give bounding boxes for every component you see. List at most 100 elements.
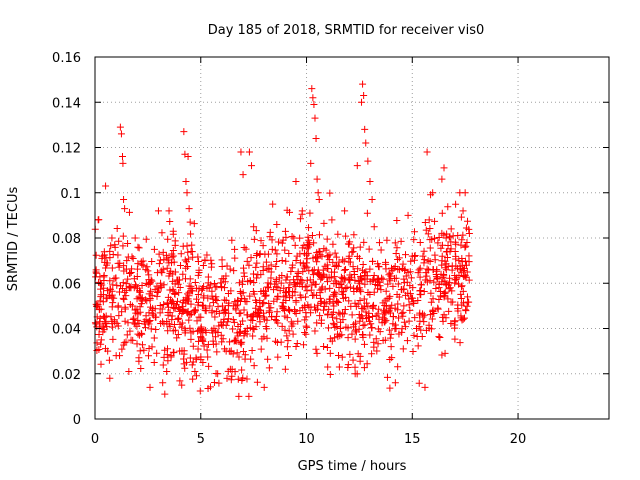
data-point [413, 332, 421, 340]
data-point [458, 236, 466, 244]
data-point [273, 220, 281, 228]
data-point [114, 322, 122, 330]
data-point [392, 325, 400, 333]
data-point [305, 224, 313, 232]
data-point [348, 311, 356, 319]
data-point [385, 326, 393, 334]
data-point [313, 270, 321, 278]
data-point [346, 350, 354, 358]
data-point [361, 125, 369, 133]
data-point [116, 352, 124, 360]
data-point [365, 309, 373, 317]
data-point [339, 256, 347, 264]
data-point [237, 320, 245, 328]
data-point [417, 286, 425, 294]
data-point [358, 98, 366, 106]
data-point [272, 263, 280, 271]
data-point [349, 356, 357, 364]
data-point [342, 232, 350, 240]
data-point [122, 280, 130, 288]
data-point [320, 342, 328, 350]
data-point [326, 349, 334, 357]
data-point [402, 323, 410, 331]
data-point [202, 307, 210, 315]
data-point [125, 208, 133, 216]
data-point [256, 297, 264, 305]
data-point [106, 374, 114, 382]
data-point [142, 235, 150, 243]
data-point [241, 355, 249, 363]
data-point [135, 244, 143, 252]
data-point [221, 278, 229, 286]
data-point [196, 387, 204, 395]
data-point [438, 209, 446, 217]
data-point [442, 314, 450, 322]
data-point [430, 234, 438, 242]
data-point [360, 295, 368, 303]
data-point [153, 269, 161, 277]
data-point [332, 261, 340, 269]
x-tick-label: 15 [404, 432, 421, 447]
data-point [441, 277, 449, 285]
data-point [356, 317, 364, 325]
data-point [106, 277, 114, 285]
data-point [292, 256, 300, 264]
y-tick-label: 0 [73, 413, 81, 428]
data-point [336, 310, 344, 318]
data-point [409, 348, 417, 356]
data-point [462, 306, 470, 314]
data-point [171, 241, 179, 249]
grid-lines [95, 57, 609, 419]
data-point [111, 243, 119, 251]
data-point [101, 345, 109, 353]
data-point [132, 309, 140, 317]
data-point [355, 276, 363, 284]
data-point [214, 303, 222, 311]
data-point [246, 292, 254, 300]
data-point [233, 349, 241, 357]
data-point [115, 237, 123, 245]
data-point [440, 290, 448, 298]
data-point [411, 251, 419, 259]
data-point [380, 310, 388, 318]
data-point [180, 296, 188, 304]
data-point [341, 207, 349, 215]
data-point [147, 325, 155, 333]
data-point [267, 274, 275, 282]
data-point [330, 321, 338, 329]
data-point [338, 331, 346, 339]
data-point [463, 302, 471, 310]
data-point [137, 258, 145, 266]
data-point [438, 351, 446, 359]
data-point [351, 271, 359, 279]
data-point [301, 283, 309, 291]
data-point [258, 335, 266, 343]
data-point [169, 327, 177, 335]
data-point [416, 317, 424, 325]
data-point [293, 272, 301, 280]
data-point [178, 323, 186, 331]
data-point [323, 261, 331, 269]
data-point [418, 281, 426, 289]
data-point [369, 275, 377, 283]
data-point [394, 306, 402, 314]
data-point [95, 345, 103, 353]
data-point [134, 316, 142, 324]
data-point [231, 245, 239, 253]
data-point [97, 285, 105, 293]
data-point [121, 205, 129, 213]
data-point [263, 325, 271, 333]
data-point [307, 286, 315, 294]
data-point [229, 350, 237, 358]
data-point [444, 242, 452, 250]
data-point [194, 257, 202, 265]
data-point [318, 285, 326, 293]
data-point [415, 323, 423, 331]
data-point [347, 302, 355, 310]
data-point [453, 264, 461, 272]
data-point [249, 270, 257, 278]
data-point [355, 254, 363, 262]
data-point [146, 303, 154, 311]
data-point [452, 275, 460, 283]
